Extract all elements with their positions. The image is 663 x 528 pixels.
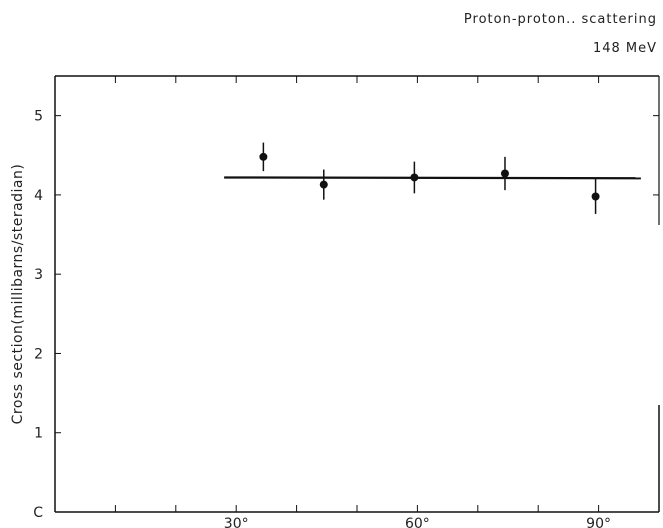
y-tick-label: 4 — [34, 188, 43, 204]
data-point — [500, 169, 509, 178]
data-point — [259, 152, 268, 161]
y-tick-label: 3 — [34, 267, 43, 283]
y-tick-label: C — [33, 505, 43, 521]
chart-title: Proton-proton.. scattering — [463, 12, 657, 27]
chart-subtitle: 148 MeV — [592, 41, 657, 56]
y-tick-label: 2 — [34, 346, 43, 362]
x-tick-label: 30° — [224, 516, 249, 528]
data-point — [319, 180, 328, 189]
y-tick-label: 5 — [34, 109, 43, 125]
data-point — [410, 173, 419, 182]
y-tick-label: 1 — [34, 426, 43, 442]
fit-line — [224, 176, 641, 180]
y-axis-label: Cross section(millibarns/steradian) — [10, 164, 26, 425]
data-point — [591, 192, 600, 201]
x-tick-label: 90° — [586, 516, 611, 528]
x-tick-label: 60° — [405, 516, 430, 528]
